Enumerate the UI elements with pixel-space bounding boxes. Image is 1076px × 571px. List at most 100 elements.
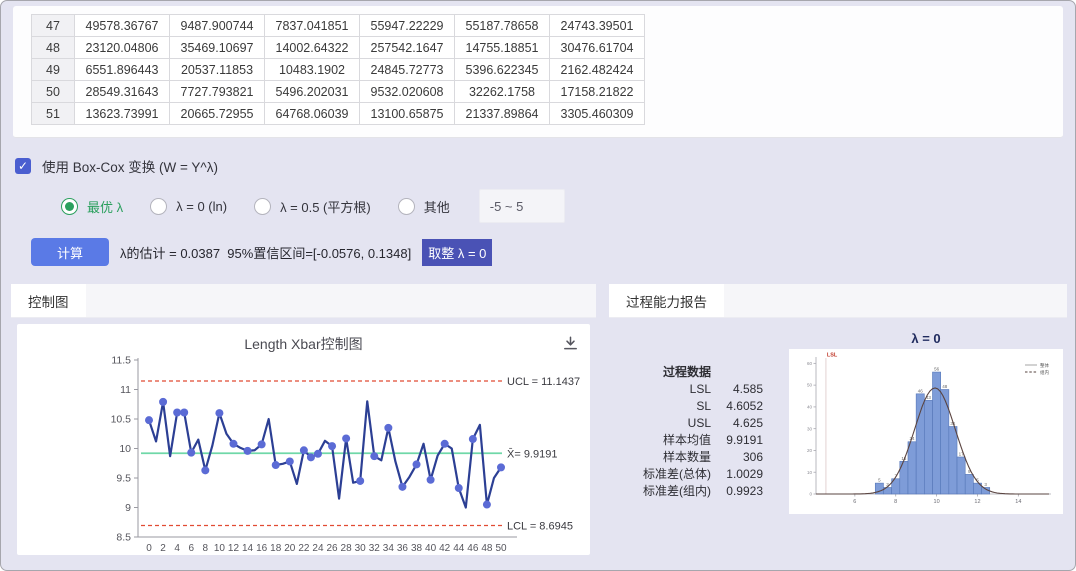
table-cell[interactable]: 13100.65875: [359, 102, 455, 125]
svg-text:11: 11: [120, 384, 131, 396]
table-cell[interactable]: 17158.21822: [549, 80, 645, 103]
radio-lambda-05[interactable]: λ = 0.5 (平方根): [254, 197, 371, 216]
row-index-cell[interactable]: 49: [31, 58, 75, 81]
round-lambda-chip[interactable]: 取整 λ = 0: [422, 238, 493, 266]
stat-value: 9.9191: [726, 433, 763, 447]
table-cell[interactable]: 257542.1647: [359, 36, 455, 59]
stat-row: 样本均值 9.9191: [636, 432, 763, 449]
capability-panel: 过程能力报告 λ = 0 过程数据 LSL 4.585 SL 4.6052 USL 4.6…: [609, 284, 1067, 561]
table-cell[interactable]: 20665.72955: [169, 102, 265, 125]
svg-text:43: 43: [926, 395, 932, 400]
svg-text:40: 40: [425, 543, 437, 554]
capability-panel-header: 过程能力报告: [609, 284, 1067, 318]
svg-text:6: 6: [188, 543, 194, 554]
table-row: 51 13623.73991 20665.72955 64768.06039 13100…: [31, 102, 645, 125]
table-cell[interactable]: 6551.896443: [74, 58, 170, 81]
download-icon[interactable]: [563, 336, 578, 351]
svg-text:24: 24: [910, 436, 916, 441]
table-cell[interactable]: 49578.36767: [74, 14, 170, 37]
table-cell[interactable]: 20537.11853: [169, 58, 265, 81]
table-cell[interactable]: 30476.61704: [549, 36, 645, 59]
svg-text:12: 12: [974, 499, 980, 505]
table-cell[interactable]: 9487.900744: [169, 14, 265, 37]
stat-row: 标准差(组内) 0.9923: [636, 483, 763, 500]
table-cell[interactable]: 23120.04806: [74, 36, 170, 59]
stat-row: 标准差(总体) 1.0029: [636, 466, 763, 483]
svg-text:32: 32: [369, 543, 381, 554]
svg-text:9: 9: [968, 469, 971, 474]
radio-lambda-0[interactable]: λ = 0 (ln): [150, 197, 228, 215]
calc-row: 计算 λ的估计 = 0.0387 95%置信区间=[-0.0576, 0.134…: [31, 238, 493, 266]
table-row: 49 6551.896443 20537.11853 10483.1902 24845.…: [31, 58, 645, 81]
stat-label: 样本数量: [662, 450, 711, 464]
table-cell[interactable]: 24845.72773: [359, 58, 455, 81]
svg-text:组内: 组内: [1040, 369, 1049, 376]
table-cell[interactable]: 10483.1902: [264, 58, 360, 81]
table-cell[interactable]: 32262.1758: [454, 80, 550, 103]
capability-panel-body: λ = 0 过程数据 LSL 4.585 SL 4.6052 USL 4.625 样本均值 9…: [609, 318, 1067, 561]
table-cell[interactable]: 55947.22229: [359, 14, 455, 37]
svg-text:28: 28: [341, 543, 353, 554]
table-cell[interactable]: 9532.020608: [359, 80, 455, 103]
row-index-cell[interactable]: 51: [31, 102, 75, 125]
svg-text:60: 60: [807, 361, 813, 366]
stat-label: LSL: [689, 382, 711, 396]
radio-icon: [254, 197, 272, 215]
process-data-title: 过程数据: [662, 365, 711, 379]
stat-value: 4.6052: [726, 399, 763, 413]
svg-text:46: 46: [467, 543, 479, 554]
table-cell[interactable]: 5496.202031: [264, 80, 360, 103]
table-cell[interactable]: 21337.89864: [454, 102, 550, 125]
row-index-cell[interactable]: 50: [31, 80, 75, 103]
tab-capability-report[interactable]: 过程能力报告: [609, 284, 724, 317]
stat-value: 0.9923: [726, 484, 763, 498]
svg-text:14: 14: [1015, 499, 1021, 505]
table-cell[interactable]: 2162.482424: [549, 58, 645, 81]
svg-text:6: 6: [853, 499, 856, 505]
tab-control-chart[interactable]: 控制图: [11, 284, 86, 317]
table-cell[interactable]: 55187.78658: [454, 14, 550, 37]
row-index-cell[interactable]: 47: [31, 14, 75, 37]
table-cell[interactable]: 7727.793821: [169, 80, 265, 103]
svg-text:2: 2: [160, 543, 166, 554]
table-cell[interactable]: 28549.31643: [74, 80, 170, 103]
table-cell[interactable]: 13623.73991: [74, 102, 170, 125]
control-chart-panel: 控制图 Length Xbar控制图 8.5 9 9.5 10 10.5 11 11.5 0 2…: [11, 284, 596, 561]
table-cell[interactable]: 14755.18851: [454, 36, 550, 59]
radio-label: λ = 0 (ln): [176, 198, 228, 214]
stat-label: SL: [696, 399, 711, 413]
radio-optimal-lambda[interactable]: 最优 λ: [61, 197, 123, 216]
svg-text:38: 38: [411, 543, 423, 554]
histogram-card: 0 10 20 30 40 50 60 6 8 10 12 14 LSL 5 3 7 15 24 46 43 56 48 3…: [789, 349, 1063, 514]
boxcox-checkbox[interactable]: ✓: [15, 158, 31, 174]
svg-text:24: 24: [312, 543, 324, 554]
svg-text:20: 20: [807, 448, 813, 453]
boxcox-checkbox-label: 使用 Box-Cox 变换 (W = Y^λ): [42, 160, 218, 175]
table-cell[interactable]: 5396.622345: [454, 58, 550, 81]
table-cell[interactable]: 3305.460309: [549, 102, 645, 125]
svg-text:48: 48: [942, 384, 948, 389]
table-row: 50 28549.31643 7727.793821 5496.202031 9532.…: [31, 80, 645, 103]
svg-text:17: 17: [959, 451, 965, 456]
calculate-button[interactable]: 计算: [31, 238, 109, 266]
svg-text:4: 4: [174, 543, 180, 554]
radio-icon: [150, 197, 168, 215]
row-index-cell[interactable]: 48: [31, 36, 75, 59]
table-cell[interactable]: 24743.39501: [549, 14, 645, 37]
svg-text:16: 16: [256, 543, 268, 554]
radio-other[interactable]: 其他: [397, 197, 450, 216]
table-cell[interactable]: 35469.10697: [169, 36, 265, 59]
svg-text:10.5: 10.5: [111, 414, 132, 426]
svg-text:整体: 整体: [1040, 362, 1049, 369]
lambda-range-input[interactable]: [478, 189, 565, 223]
svg-text:10: 10: [119, 443, 131, 455]
stat-value: 4.625: [732, 416, 763, 430]
table-cell[interactable]: 14002.64322: [264, 36, 360, 59]
table-cell[interactable]: 7837.041851: [264, 14, 360, 37]
svg-text:50: 50: [495, 543, 507, 554]
stat-row: 样本数量 306: [636, 449, 763, 466]
table-cell[interactable]: 64768.06039: [264, 102, 360, 125]
svg-text:10: 10: [934, 499, 940, 505]
data-table-card: 47 49578.36767 9487.900744 7837.041851 55947…: [13, 6, 1063, 138]
